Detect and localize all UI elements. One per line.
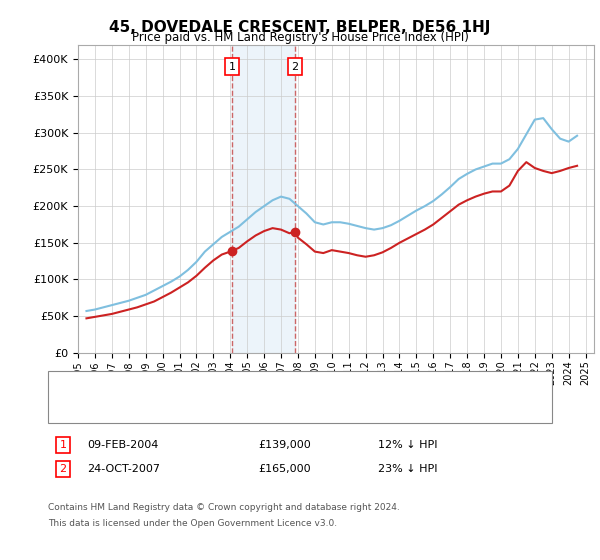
Text: This data is licensed under the Open Government Licence v3.0.: This data is licensed under the Open Gov… [48,519,337,528]
Bar [232,45,295,353]
Text: 1: 1 [229,62,235,72]
Text: 09-FEB-2004: 09-FEB-2004 [87,440,158,450]
Text: HPI: Average price, detached house, Amber Valley: HPI: Average price, detached house, Ambe… [81,405,343,415]
Text: £139,000: £139,000 [258,440,311,450]
Text: 45, DOVEDALE CRESCENT, BELPER, DE56 1HJ (detached house): 45, DOVEDALE CRESCENT, BELPER, DE56 1HJ … [81,377,412,388]
Text: 1: 1 [59,440,67,450]
Text: 2: 2 [292,62,298,72]
Text: —: — [60,401,77,419]
Text: 45, DOVEDALE CRESCENT, BELPER, DE56 1HJ: 45, DOVEDALE CRESCENT, BELPER, DE56 1HJ [109,20,491,35]
Text: 2: 2 [59,464,67,474]
Text: Price paid vs. HM Land Registry's House Price Index (HPI): Price paid vs. HM Land Registry's House … [131,31,469,44]
Text: Contains HM Land Registry data © Crown copyright and database right 2024.: Contains HM Land Registry data © Crown c… [48,503,400,512]
Text: —: — [60,374,77,391]
Text: £165,000: £165,000 [258,464,311,474]
Text: 12% ↓ HPI: 12% ↓ HPI [378,440,437,450]
Text: 23% ↓ HPI: 23% ↓ HPI [378,464,437,474]
Text: 24-OCT-2007: 24-OCT-2007 [87,464,160,474]
